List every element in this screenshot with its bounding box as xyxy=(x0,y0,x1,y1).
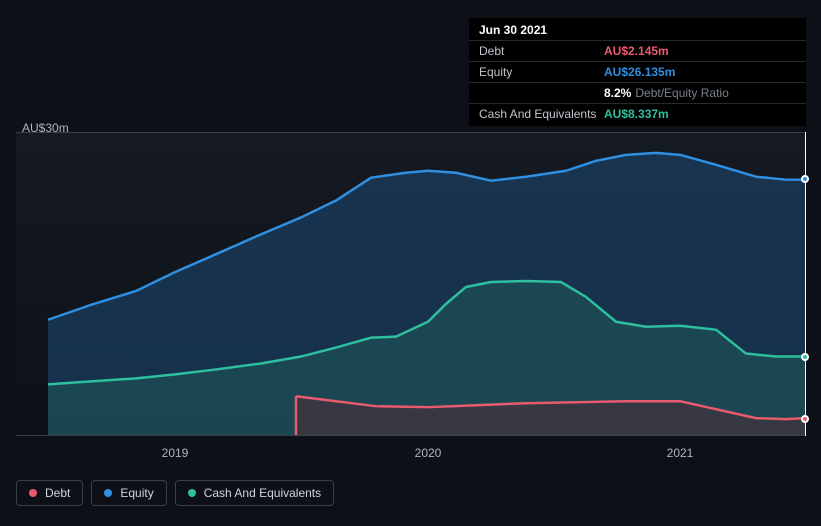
legend-label-equity: Equity xyxy=(120,486,153,500)
plot-area[interactable] xyxy=(16,132,805,436)
tooltip-value-ratio: 8.2% Debt/Equity Ratio xyxy=(604,86,729,100)
legend-dot-equity xyxy=(104,489,112,497)
legend: Debt Equity Cash And Equivalents xyxy=(16,480,334,506)
tooltip-row-ratio: 8.2% Debt/Equity Ratio xyxy=(469,83,806,104)
tooltip-label-ratio xyxy=(479,86,604,100)
tooltip-label-cash: Cash And Equivalents xyxy=(479,107,604,121)
chart-container: Jun 30 2021 Debt AU$2.145m Equity AU$26.… xyxy=(0,0,821,526)
x-axis-label-2019: 2019 xyxy=(162,446,189,460)
tooltip-date-row: Jun 30 2021 xyxy=(469,20,806,41)
x-axis-label-2021: 2021 xyxy=(667,446,694,460)
chart-svg xyxy=(16,133,805,435)
tooltip-date: Jun 30 2021 xyxy=(479,23,547,37)
tooltip-ratio-text: Debt/Equity Ratio xyxy=(635,86,728,100)
tooltip-label-debt: Debt xyxy=(479,44,604,58)
tooltip-value-cash: AU$8.337m xyxy=(604,107,669,121)
legend-label-debt: Debt xyxy=(45,486,70,500)
tooltip-row-equity: Equity AU$26.135m xyxy=(469,62,806,83)
legend-item-debt[interactable]: Debt xyxy=(16,480,83,506)
tooltip-label-equity: Equity xyxy=(479,65,604,79)
legend-dot-cash xyxy=(188,489,196,497)
legend-item-cash[interactable]: Cash And Equivalents xyxy=(175,480,334,506)
legend-dot-debt xyxy=(29,489,37,497)
x-axis-label-2020: 2020 xyxy=(415,446,442,460)
end-dot-cash xyxy=(801,353,809,361)
end-dot-debt xyxy=(801,415,809,423)
legend-label-cash: Cash And Equivalents xyxy=(204,486,321,500)
tooltip-ratio-number: 8.2% xyxy=(604,86,631,100)
legend-item-equity[interactable]: Equity xyxy=(91,480,166,506)
tooltip-value-equity: AU$26.135m xyxy=(604,65,675,79)
tooltip-value-debt: AU$2.145m xyxy=(604,44,669,58)
hover-tooltip: Jun 30 2021 Debt AU$2.145m Equity AU$26.… xyxy=(469,18,806,126)
end-dot-equity xyxy=(801,175,809,183)
tooltip-row-debt: Debt AU$2.145m xyxy=(469,41,806,62)
tooltip-row-cash: Cash And Equivalents AU$8.337m xyxy=(469,104,806,124)
